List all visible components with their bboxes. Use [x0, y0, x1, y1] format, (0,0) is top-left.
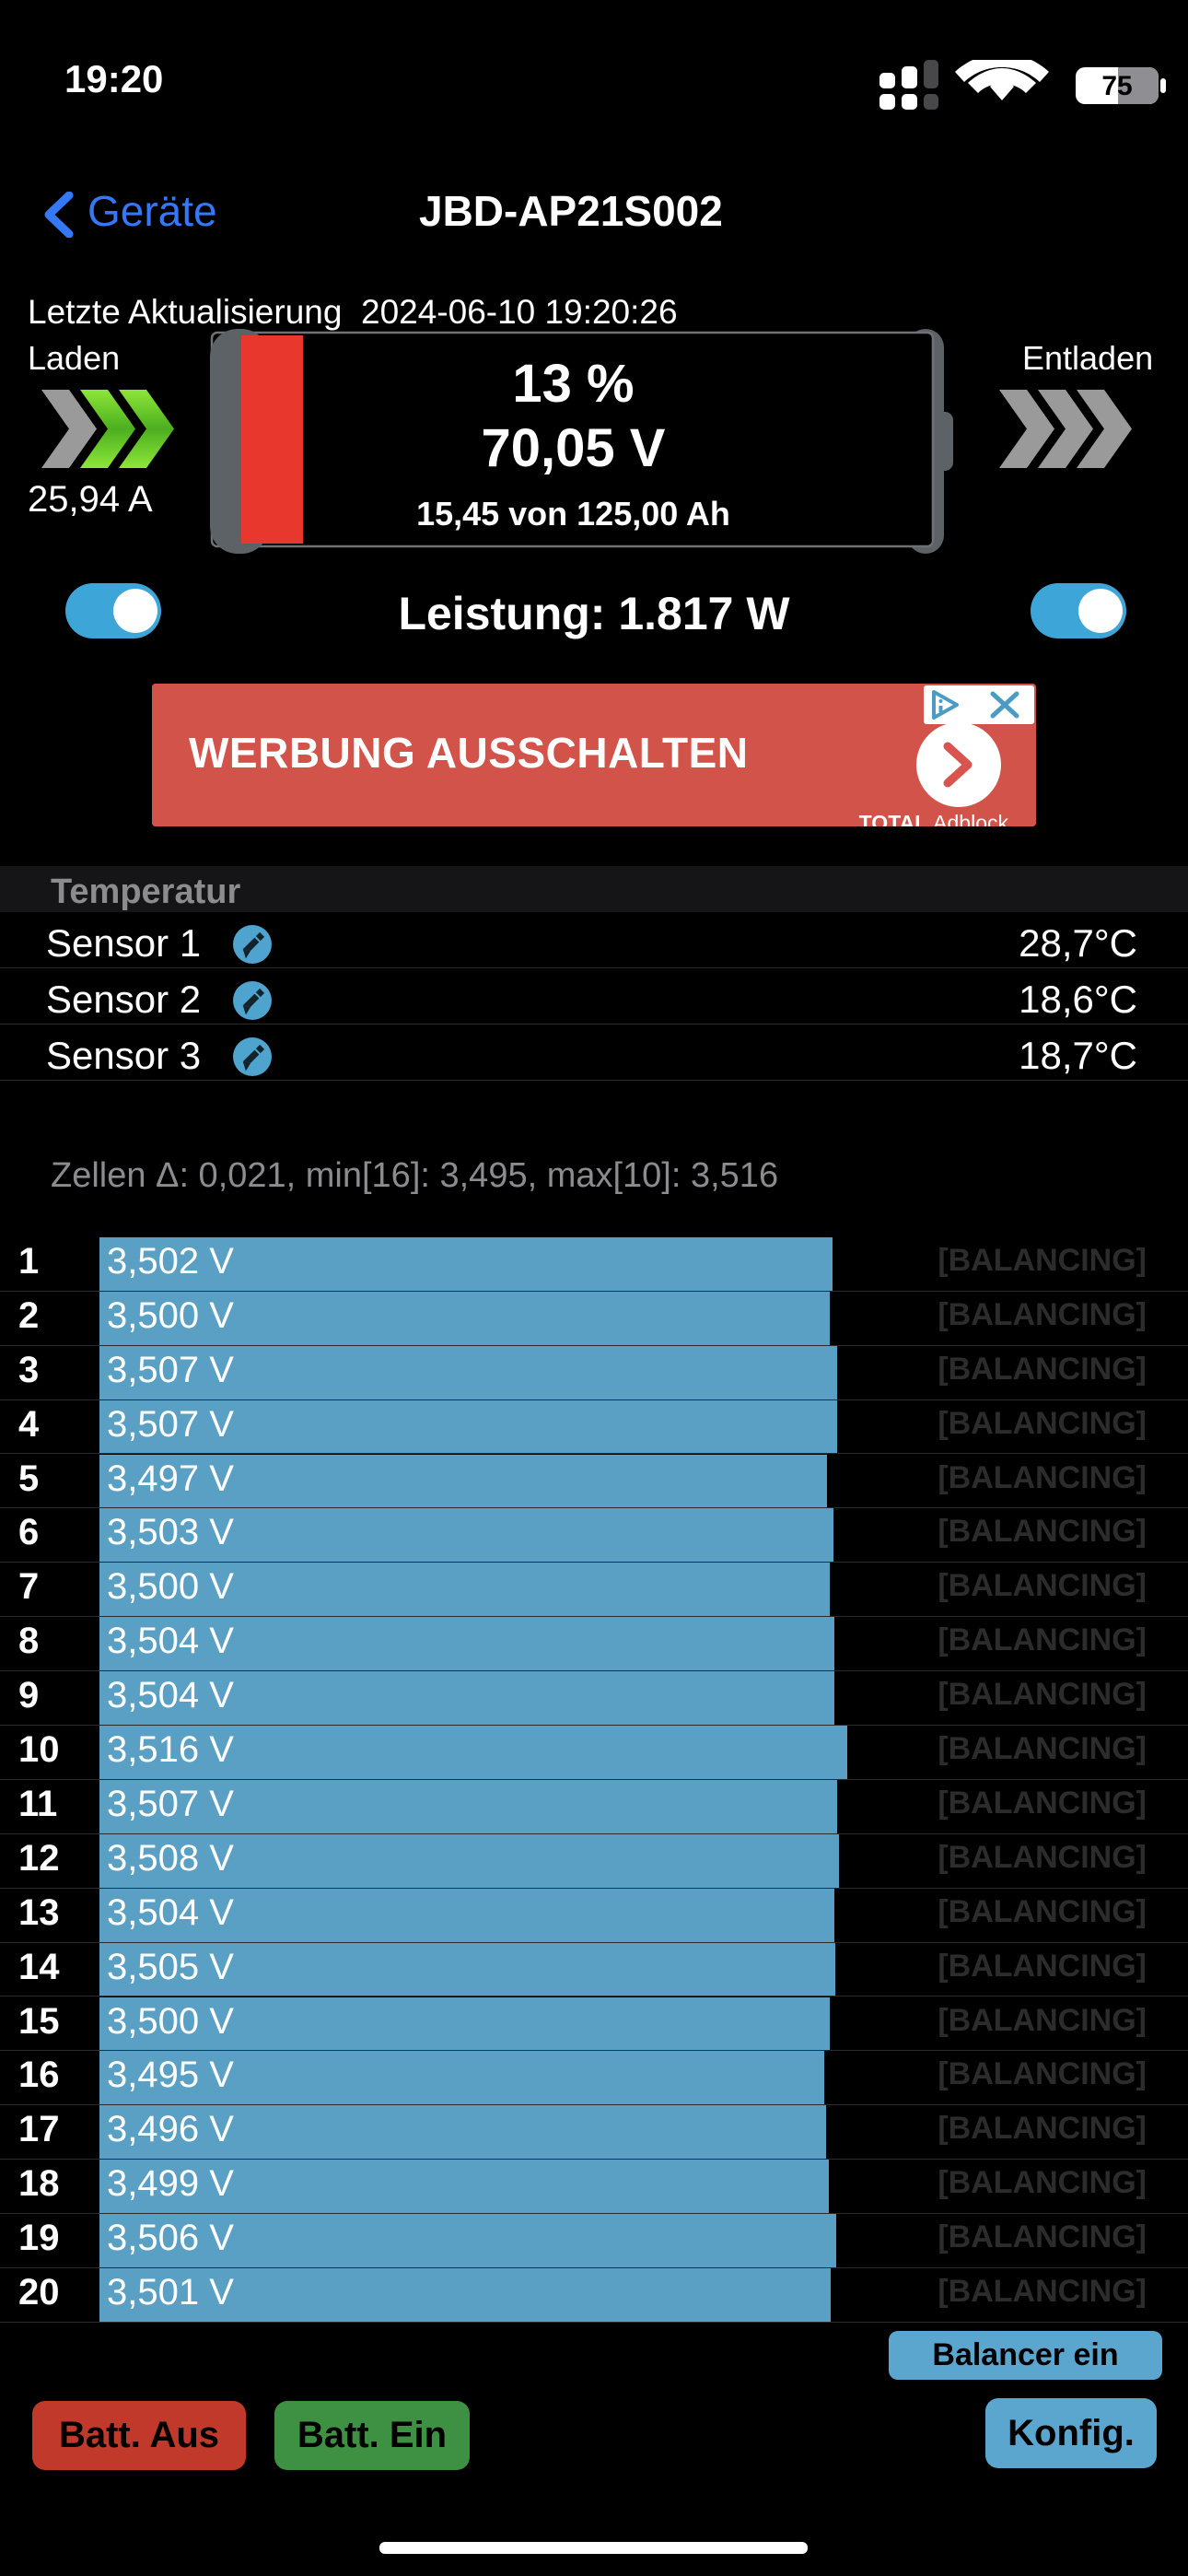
svg-text:75: 75: [1101, 71, 1132, 101]
